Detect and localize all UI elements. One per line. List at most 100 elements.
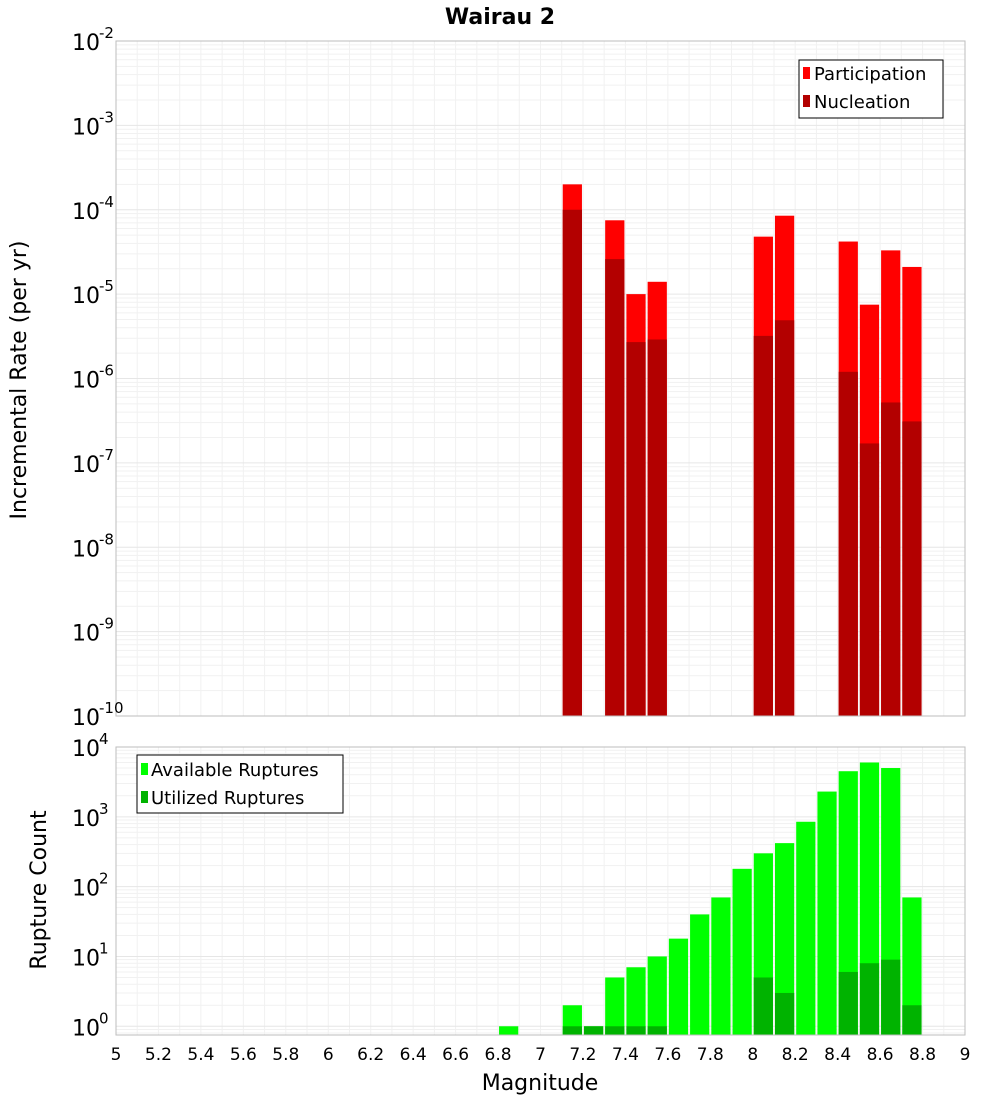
y-tick-exponent: 0 — [99, 1009, 109, 1027]
rate-bar-nucleation — [562, 209, 582, 716]
x-tick-label: 7.2 — [569, 1045, 596, 1065]
count-bar-available-ruptures — [902, 897, 922, 1035]
y-tick-label: 10 — [72, 622, 100, 647]
legend-swatch-nucleation — [803, 95, 810, 107]
count-bar-available-ruptures — [838, 771, 858, 1035]
x-axis-label: Magnitude — [482, 1071, 599, 1096]
count-bar-available-ruptures — [774, 843, 795, 1035]
bottom-y-axis-label: Rupture Count — [27, 810, 52, 970]
y-tick-label: 10 — [72, 946, 100, 971]
rate-bar-nucleation — [774, 320, 795, 716]
count-bar-available-ruptures — [605, 977, 625, 1035]
count-bar-available-ruptures — [711, 897, 731, 1035]
rate-bar-nucleation — [605, 259, 625, 716]
bottom-bars — [499, 762, 922, 1035]
rate-bar-nucleation — [902, 421, 922, 716]
rate-bar-nucleation — [838, 371, 858, 716]
bottom-legend: Available Ruptures Utilized Ruptures — [136, 754, 344, 814]
y-tick-exponent: -6 — [99, 362, 114, 380]
top-legend-box — [798, 59, 944, 119]
y-tick-label: 10 — [72, 284, 100, 309]
x-tick-labels: 5 5.2 5.4 5.6 5.8 6 6.2 6.4 6.6 6.8 7 7.2 7.4 7.6 7.8 8… — [111, 1045, 971, 1065]
y-tick-exponent: 1 — [99, 939, 109, 957]
y-tick-label: 10 — [72, 537, 100, 562]
count-bar-available-ruptures — [668, 938, 689, 1035]
count-bar-utilized-ruptures — [562, 1026, 582, 1035]
y-tick-exponent: -3 — [99, 108, 114, 126]
x-tick-label: 6.2 — [357, 1045, 384, 1065]
bottom-legend-box — [136, 754, 344, 814]
rate-bar-nucleation — [881, 402, 901, 716]
x-tick-label: 6.6 — [442, 1045, 469, 1065]
count-bar-available-ruptures — [732, 868, 752, 1035]
x-tick-label: 8.6 — [867, 1045, 894, 1065]
bottom-grid — [115, 746, 966, 1035]
x-tick-label: 7 — [535, 1045, 546, 1065]
x-tick-label: 8.4 — [824, 1045, 851, 1065]
count-bar-utilized-ruptures — [626, 1026, 646, 1035]
x-tick-label: 5.8 — [272, 1045, 299, 1065]
chart-title: Wairau 2 — [445, 5, 555, 30]
x-tick-label: 7.6 — [654, 1045, 681, 1065]
x-tick-label: 6.4 — [400, 1045, 427, 1065]
rate-bar-nucleation — [626, 342, 646, 716]
y-tick-label: 10 — [72, 737, 100, 762]
x-tick-label: 8.2 — [782, 1045, 809, 1065]
count-bar-utilized-ruptures — [605, 1026, 625, 1035]
y-tick-exponent: -5 — [99, 277, 114, 295]
count-bar-utilized-ruptures — [583, 1026, 604, 1035]
top-bars — [562, 184, 922, 717]
top-legend: Participation Nucleation — [798, 59, 944, 119]
legend-label-participation: Participation — [814, 64, 926, 85]
count-bar-utilized-ruptures — [774, 992, 795, 1035]
x-tick-label: 5.6 — [230, 1045, 257, 1065]
legend-swatch-participation — [803, 67, 810, 79]
x-tick-label: 5 — [111, 1045, 122, 1065]
y-tick-exponent: -9 — [99, 615, 114, 633]
rate-bar-nucleation — [859, 443, 880, 716]
y-tick-exponent: -7 — [99, 446, 114, 464]
count-bar-utilized-ruptures — [838, 971, 858, 1035]
y-tick-exponent: -8 — [99, 530, 114, 548]
y-tick-exponent: 2 — [99, 870, 109, 888]
y-tick-label: 10 — [72, 706, 100, 731]
count-bar-utilized-ruptures — [647, 1026, 667, 1035]
top-grid — [115, 40, 966, 717]
y-tick-exponent: 4 — [99, 730, 109, 748]
count-bar-available-ruptures — [796, 821, 816, 1035]
y-tick-exponent: 3 — [99, 800, 109, 818]
bottom-plot-frame — [115, 746, 966, 1036]
x-tick-label: 6.8 — [485, 1045, 512, 1065]
top-plot-frame — [115, 40, 966, 717]
legend-label-available: Available Ruptures — [151, 760, 319, 781]
top-y-axis-label: Incremental Rate (per yr) — [7, 241, 32, 520]
x-tick-label: 5.2 — [145, 1045, 172, 1065]
y-tick-label: 10 — [72, 1016, 100, 1041]
x-tick-label: 5.4 — [187, 1045, 214, 1065]
rate-bar-nucleation — [647, 339, 667, 716]
count-bar-utilized-ruptures — [859, 963, 880, 1035]
x-tick-label: 8.8 — [909, 1045, 936, 1065]
y-tick-label: 10 — [72, 807, 100, 832]
y-tick-exponent: -4 — [99, 193, 114, 211]
x-tick-label: 9 — [960, 1045, 971, 1065]
y-tick-label: 10 — [72, 31, 100, 56]
y-tick-exponent: -2 — [99, 24, 114, 42]
y-tick-label: 10 — [72, 200, 100, 225]
legend-swatch-available — [141, 763, 148, 775]
count-bar-available-ruptures — [499, 1026, 519, 1035]
legend-label-utilized: Utilized Ruptures — [151, 788, 304, 809]
count-bar-available-ruptures — [817, 791, 837, 1035]
count-bar-available-ruptures — [626, 967, 646, 1035]
rate-bar-nucleation — [753, 335, 773, 716]
x-tick-label: 7.4 — [612, 1045, 639, 1065]
y-tick-label: 10 — [72, 877, 100, 902]
x-tick-label: 8 — [747, 1045, 758, 1065]
count-bar-available-ruptures — [647, 956, 667, 1035]
y-tick-exponent: -10 — [99, 699, 124, 717]
